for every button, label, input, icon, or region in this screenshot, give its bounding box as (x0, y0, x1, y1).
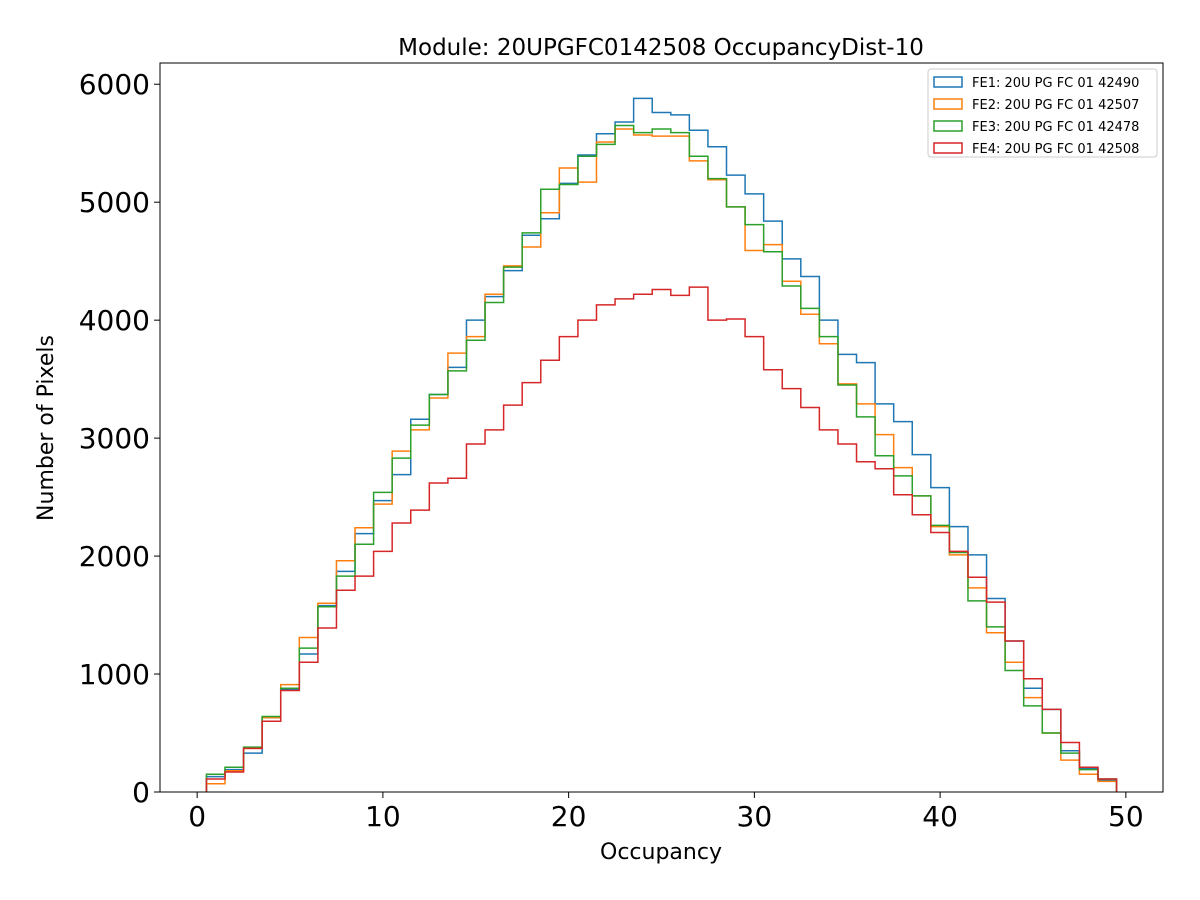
chart-title: Module: 20UPGFC0142508 OccupancyDist-10 (398, 35, 924, 61)
plot-series-group (205, 97, 1118, 792)
x-tick-label: 0 (188, 800, 206, 833)
y-tick-label: 1000 (79, 658, 150, 691)
legend-label-fe1: FE1: 20U PG FC 01 42490 (972, 76, 1139, 91)
x-axis-label: Occupancy (600, 840, 722, 865)
legend: FE1: 20U PG FC 01 42490 FE2: 20U PG FC 01… (927, 68, 1158, 158)
legend-swatch-fe4 (933, 142, 963, 154)
y-tick-label: 3000 (79, 422, 150, 455)
legend-label-fe3: FE3: 20U PG FC 01 42478 (972, 120, 1139, 135)
plot-frame (159, 62, 1164, 793)
legend-swatch-fe3 (933, 120, 963, 132)
series-line-fe4 (205, 286, 1118, 792)
y-tick-label: 4000 (79, 304, 150, 337)
legend-label-fe4: FE4: 20U PG FC 01 42508 (972, 142, 1139, 157)
x-tick-label: 30 (737, 800, 773, 833)
x-tick-label: 20 (551, 800, 587, 833)
x-tick-label: 10 (365, 800, 401, 833)
legend-box (927, 68, 1158, 158)
legend-swatch-fe2 (933, 98, 963, 110)
x-tick-label: 50 (1108, 800, 1144, 833)
y-tick-label: 6000 (79, 68, 150, 101)
legend-label-fe2: FE2: 20U PG FC 01 42507 (972, 98, 1139, 113)
y-axis-label: Number of Pixels (34, 335, 59, 521)
legend-swatch-fe1 (933, 76, 963, 88)
x-axis-ticks: 0 10 20 30 40 50 (188, 792, 1144, 833)
x-tick-label: 40 (922, 800, 958, 833)
y-tick-label: 5000 (79, 186, 150, 219)
y-tick-label: 2000 (79, 540, 150, 573)
y-axis-ticks: 0 1000 2000 3000 4000 5000 6000 (79, 68, 160, 809)
y-tick-label: 0 (132, 776, 150, 809)
